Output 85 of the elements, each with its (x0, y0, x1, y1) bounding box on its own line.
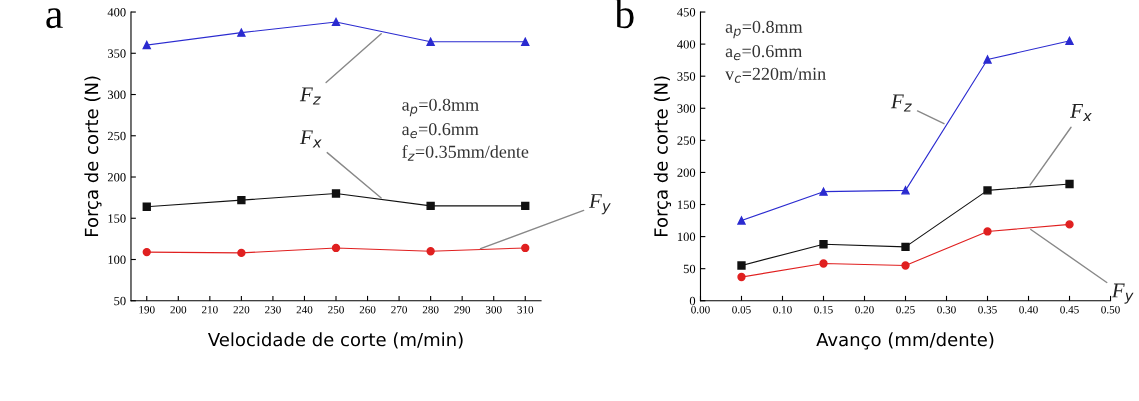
point (426, 37, 435, 46)
point (426, 201, 435, 211)
x-tick-label: 230 (265, 305, 281, 314)
x-tick-label: 290 (454, 305, 471, 314)
y-axis-title: Força de corte (N) (84, 76, 102, 236)
text: F$_{z}$ (299, 87, 321, 105)
point (819, 259, 828, 268)
y-tick-label: 50 (114, 296, 126, 306)
point (983, 186, 992, 195)
y-axis-title: Força de corte (N) (653, 76, 672, 236)
x-tick-label: 300 (485, 305, 502, 314)
series-label: F$_{z}$ (890, 94, 912, 112)
x-tick-label: 310 (517, 305, 534, 314)
x-tick-label: 0.15 (814, 305, 833, 314)
point (237, 28, 246, 37)
point (331, 17, 341, 27)
x-tick-label: 0.25 (896, 305, 915, 314)
text: F$_{y}$ (588, 194, 611, 215)
x-tick-label: 270 (391, 305, 407, 314)
y-tick-label: 50 (683, 264, 696, 274)
x-axis-title: Avanço (mm/dente) (816, 332, 994, 350)
point (1065, 220, 1074, 229)
x-tick-label: 0.40 (1019, 305, 1038, 314)
x-tick-label: 220 (233, 305, 250, 314)
y-tick-label: 450 (677, 8, 696, 17)
point (737, 272, 746, 282)
point (1065, 36, 1074, 46)
x-tick-label: 260 (359, 305, 376, 314)
x-tick-label: 200 (170, 305, 187, 314)
point (819, 187, 828, 196)
y-tick-label: 300 (107, 90, 126, 99)
y-tick-label: 0 (689, 296, 696, 306)
y-tick-label: 350 (107, 49, 126, 58)
point (901, 261, 910, 270)
x-tick-label: 280 (422, 305, 439, 314)
x-tick-label: 0.00 (691, 305, 710, 314)
text: F$_{y}$ (1111, 283, 1134, 304)
point (901, 186, 910, 195)
point (521, 243, 530, 253)
y-tick-label: 100 (108, 255, 126, 264)
y-tick-label: 200 (677, 168, 696, 177)
point (331, 243, 341, 253)
point (1065, 179, 1074, 189)
y-tick-label: 400 (677, 40, 696, 49)
point (426, 247, 435, 256)
point (142, 202, 151, 211)
point (901, 242, 910, 252)
text: a$_{p}$=0.8mm a$_{e}$=0.6mm v$_{c}$=220m/min (725, 20, 826, 83)
x-tick-label: 0.45 (1060, 305, 1079, 314)
y-tick-label: 100 (677, 232, 696, 242)
text: F$_{x}$ (299, 130, 322, 148)
y-tick-label: 300 (677, 104, 696, 113)
x-tick-label: 0.20 (855, 305, 874, 314)
x-tick-label: 0.10 (773, 305, 792, 314)
y-tick-label: 250 (677, 136, 696, 145)
chart-title: a (46, 8, 63, 29)
y-tick-label: 200 (107, 173, 126, 182)
text: a$_{p}$=0.8mm a$_{e}$=0.6mm f$_{z}$=0.35mm/dente (402, 98, 529, 161)
point (737, 216, 746, 225)
point (142, 40, 151, 50)
point (237, 195, 246, 205)
y-tick-label: 150 (677, 200, 696, 209)
point (142, 247, 151, 257)
x-axis-title: Velocidade de corte (m/min) (207, 332, 463, 349)
y-tick-label: 350 (677, 72, 696, 81)
point (983, 55, 992, 64)
x-tick-label: 190 (139, 305, 155, 314)
y-tick-label: 400 (107, 8, 126, 17)
point (521, 37, 530, 46)
x-tick-label: 250 (328, 305, 344, 314)
text: F$_{x}$ (1070, 103, 1092, 122)
x-tick-label: 0.50 (1101, 305, 1120, 314)
x-tick-label: 210 (201, 305, 218, 314)
y-tick-label: 150 (108, 214, 126, 223)
x-tick-label: 0.05 (732, 305, 751, 314)
point (737, 261, 746, 270)
point (237, 248, 246, 258)
x-tick-label: 0.35 (978, 305, 997, 314)
y-tick-label: 250 (107, 131, 126, 141)
point (521, 201, 530, 211)
point (331, 189, 341, 198)
x-tick-label: 0.30 (937, 305, 956, 314)
x-tick-label: 240 (296, 305, 313, 314)
point (983, 227, 992, 236)
point (819, 240, 828, 249)
